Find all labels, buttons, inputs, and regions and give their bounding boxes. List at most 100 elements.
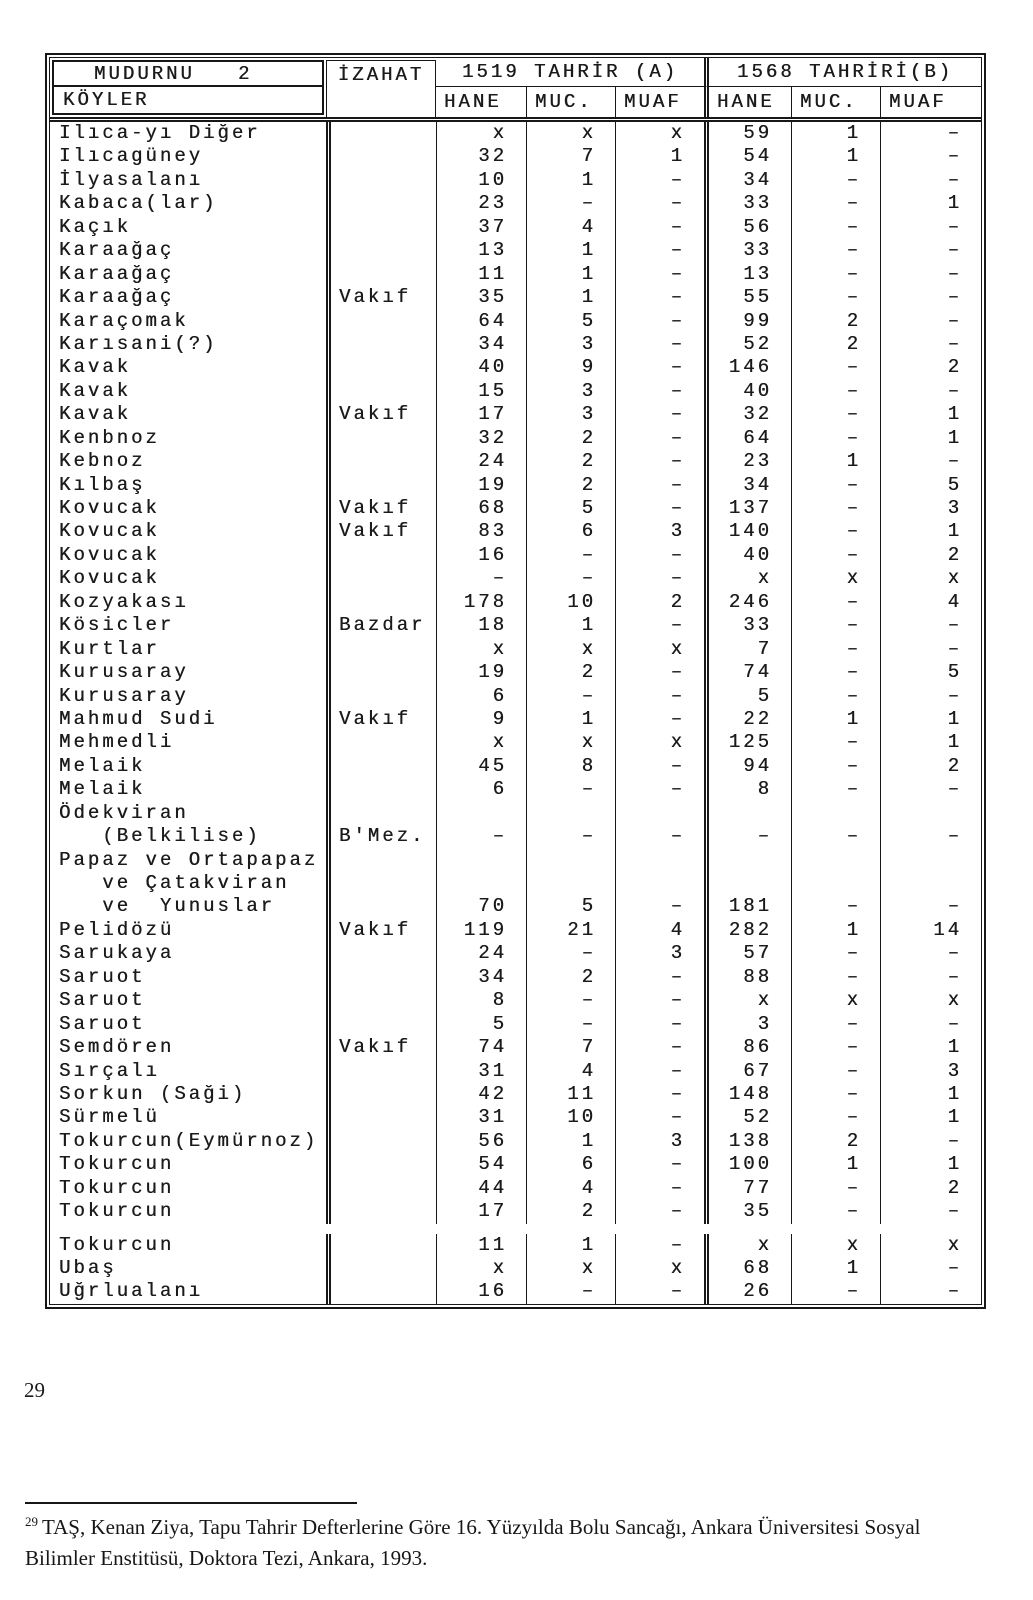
muc-1519-value: 10 xyxy=(526,1106,615,1130)
muaf-1568-value: 1 xyxy=(880,403,981,427)
hane-1519-value: 8 xyxy=(436,989,526,1013)
village-name: Tokurcun xyxy=(59,1153,175,1176)
hane-1519-value: 32 xyxy=(436,426,526,451)
muaf-1568-value: 4 xyxy=(880,590,981,615)
muaf-1568-value: 3 xyxy=(880,497,981,521)
village-name: Uğrlualanı xyxy=(59,1280,204,1303)
village-name: ve Çatakviran xyxy=(59,872,290,894)
muaf-1568-value: x xyxy=(880,1233,981,1258)
muc-1519-value xyxy=(526,801,615,826)
muaf-1519-value: 4 xyxy=(615,918,704,943)
muaf-1568-value: – xyxy=(880,825,981,849)
hane-1519-value: 19 xyxy=(436,661,526,685)
muc-1568-value: – xyxy=(791,895,880,919)
muaf-1519-value: x xyxy=(615,731,704,755)
muaf-1519-value: – xyxy=(615,286,704,310)
muc-1519-value: – xyxy=(526,192,615,216)
muaf-1519-value: – xyxy=(615,1059,704,1083)
muc-1568-value: – xyxy=(791,1082,880,1107)
muaf-1519-value: – xyxy=(615,707,704,732)
muc-1519-value: 2 xyxy=(526,965,615,990)
muaf-1568-value: – xyxy=(880,379,981,404)
table-row: ve Çatakviran xyxy=(50,872,981,896)
muc-1568-value: – xyxy=(791,426,880,451)
muc-1519-value: 3 xyxy=(526,379,615,404)
village-name: Karaağaç xyxy=(59,286,175,309)
izahat-value xyxy=(326,1153,436,1177)
muc-1568-value: 1 xyxy=(791,450,880,474)
muc-1568-value: – xyxy=(791,192,880,216)
izahat-value xyxy=(326,473,436,498)
hane-1568-value: 146 xyxy=(704,356,791,380)
hane-1519-value: 31 xyxy=(436,1106,526,1130)
muaf-1568-value: 1 xyxy=(880,1082,981,1107)
table-row: Mehmedli x x x 125 – 1 xyxy=(50,731,981,755)
village-name: Kovucak xyxy=(59,543,160,566)
muc-1568-value: – xyxy=(791,497,880,521)
hane-1519-value: 64 xyxy=(436,309,526,333)
hane-1519-value: 16 xyxy=(436,543,526,568)
muaf-1568-value: – xyxy=(880,684,981,708)
muc-1568-value: – xyxy=(791,942,880,966)
table-row: Kenbnoz 32 2 – 64 – 1 xyxy=(50,426,981,451)
muc-1568-value: 1 xyxy=(791,707,880,732)
izahat-value xyxy=(326,122,436,146)
village-name: Kozyakası xyxy=(59,590,189,613)
table-row: Kurusaray 6 – – 5 – – xyxy=(50,684,981,708)
muc-1519-value: x xyxy=(526,731,615,755)
muaf-1568-value: 2 xyxy=(880,1176,981,1201)
hane-1519-value: 35 xyxy=(436,286,526,310)
table-row: Kabaca(lar) 23 – – 33 – 1 xyxy=(50,192,981,216)
village-name: Kurusaray xyxy=(59,661,189,684)
muc-1519-value: – xyxy=(526,567,615,591)
tahrir-table: MUDURNU 2 KÖYLER İZAHAT 1519 TAHRİR (A) … xyxy=(49,57,982,1305)
village-name: Karaçomak xyxy=(59,309,189,332)
village-name: Melaik xyxy=(59,754,146,777)
hane-1568-value: 32 xyxy=(704,403,791,427)
muc-1519-value: 2 xyxy=(526,426,615,451)
muc-1568-value: – xyxy=(791,356,880,380)
muaf-1568-value: – xyxy=(880,262,981,287)
muc-1568-value: 1 xyxy=(791,918,880,943)
muaf-1568-value: 14 xyxy=(880,918,981,943)
table-row: Tokurcun 17 2 – 35 – – xyxy=(50,1200,981,1224)
subheader-1568-hane: HANE xyxy=(704,87,791,117)
hane-1519-value xyxy=(436,848,526,873)
muaf-1568-value xyxy=(880,1303,981,1304)
hane-1568-value: 56 xyxy=(704,215,791,240)
izahat-value xyxy=(326,872,436,896)
muc-1568-value: – xyxy=(791,684,880,708)
muaf-1519-value: – xyxy=(615,473,704,498)
table-row: Ödekviran xyxy=(50,801,981,826)
muc-1519-value: 1 xyxy=(526,1233,615,1258)
table-row: Kovucak Vakıf 83 6 3 140 – 1 xyxy=(50,520,981,544)
muc-1519-value: 1 xyxy=(526,614,615,638)
table-row: Mahmud Sudi Vakıf 9 1 – 22 1 1 xyxy=(50,707,981,732)
hane-1519-value: 19 xyxy=(436,473,526,498)
hane-1519-value xyxy=(436,1303,526,1304)
muc-1568-value: – xyxy=(791,239,880,263)
muc-1519-value: – xyxy=(526,543,615,568)
muaf-1568-value: 2 xyxy=(880,754,981,779)
hane-1568-value: x xyxy=(704,1233,791,1258)
footnote-rule xyxy=(25,1502,357,1504)
table-row: Melaik 45 8 – 94 – 2 xyxy=(50,754,981,779)
footnote-text: TAŞ, Kenan Ziya, Tapu Tahrir Defterlerin… xyxy=(25,1515,921,1571)
izahat-value xyxy=(326,965,436,990)
izahat-value xyxy=(326,262,436,287)
village-name: Ödekviran xyxy=(59,801,189,824)
column-group-1568-tahriri-b: 1568 TAHRİRİ(B) xyxy=(704,58,981,87)
muaf-1568-value: 2 xyxy=(880,543,981,568)
table-row: Kurusaray 19 2 – 74 – 5 xyxy=(50,661,981,685)
hane-1568-value: 67 xyxy=(704,1059,791,1083)
izahat-value xyxy=(326,567,436,591)
table-row: Sorkun (Saği) 42 11 – 148 – 1 xyxy=(50,1082,981,1107)
muaf-1568-value: – xyxy=(880,895,981,919)
column-group-1519-tahrir-a: 1519 TAHRİR (A) xyxy=(436,58,704,87)
muc-1519-value: 8 xyxy=(526,754,615,779)
village-name: Papaz ve Ortapapaz xyxy=(59,848,319,871)
izahat-value: Vakıf xyxy=(326,520,436,544)
table-row: (Belkilise) B'Mez. – – – – – – xyxy=(50,825,981,849)
izahat-value xyxy=(326,543,436,568)
izahat-value xyxy=(326,1012,436,1037)
